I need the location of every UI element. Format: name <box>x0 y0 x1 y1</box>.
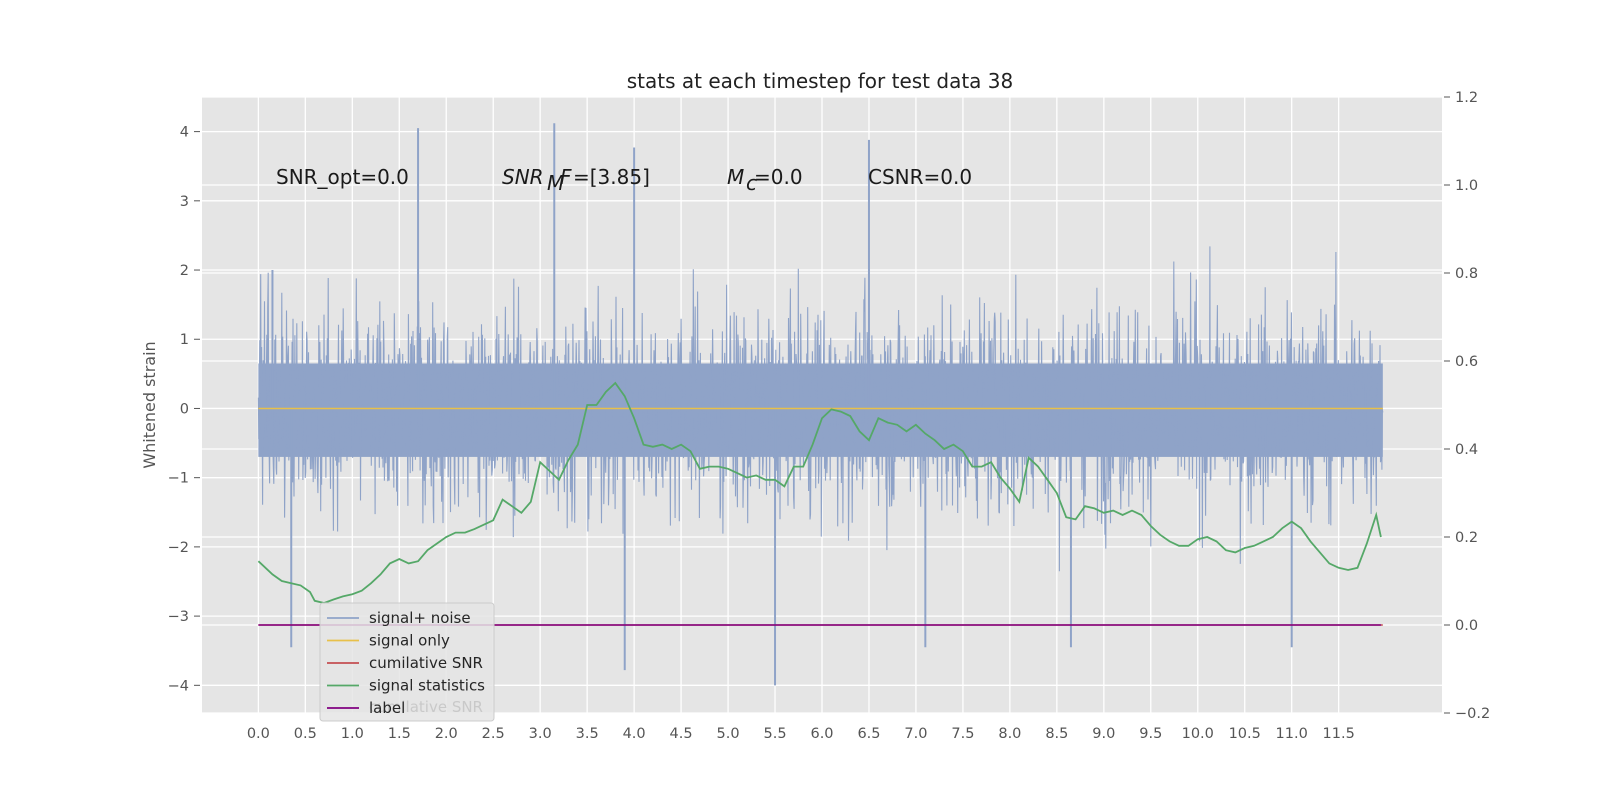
y-tick-label-left: 3 <box>180 194 189 210</box>
annotation-snr-opt: SNR_opt=0.0 <box>276 165 409 189</box>
x-tick-label: 9.5 <box>1139 726 1162 742</box>
x-tick-label: 10.5 <box>1229 726 1261 742</box>
x-tick-label: 8.0 <box>998 726 1021 742</box>
x-tick-label: 4.0 <box>623 726 646 742</box>
chart-title: stats at each timestep for test data 38 <box>627 69 1013 93</box>
svg-text:=0.0: =0.0 <box>754 165 803 189</box>
legend-label: label <box>369 699 405 717</box>
annotation-csnr: CSNR=0.0 <box>868 165 972 189</box>
y-axis-label: Whitened strain <box>140 341 159 468</box>
x-tick-label: 11.5 <box>1323 726 1355 742</box>
y-tick-label-left: 2 <box>180 263 189 279</box>
y-tick-label-right: 1.0 <box>1455 178 1478 194</box>
x-tick-label: 1.5 <box>388 726 411 742</box>
svg-text:F: F <box>560 165 572 189</box>
x-tick-label: 5.5 <box>763 726 786 742</box>
x-tick-label: 5.0 <box>717 726 740 742</box>
x-tick-label: 7.0 <box>904 726 927 742</box>
y-tick-label-left: −1 <box>168 471 189 487</box>
x-tick-label: 6.0 <box>810 726 833 742</box>
y-tick-label-right: 1.2 <box>1455 90 1478 106</box>
x-tick-label: 4.5 <box>670 726 693 742</box>
legend-label: signal only <box>369 632 450 650</box>
y-tick-label-right: 0.6 <box>1455 354 1478 370</box>
y-tick-label-left: 1 <box>180 332 189 348</box>
x-tick-label: 2.0 <box>435 726 458 742</box>
svg-text:M: M <box>547 171 564 195</box>
annotation-mc: M c =0.0 <box>727 165 803 195</box>
legend-label: signal statistics <box>369 677 485 695</box>
x-tick-label: 0.5 <box>294 726 317 742</box>
y-tick-label-left: −2 <box>168 540 189 556</box>
x-tick-label: 6.5 <box>857 726 880 742</box>
legend-label: cumilative SNR <box>369 654 483 672</box>
svg-text:=[3.85]: =[3.85] <box>573 165 650 189</box>
y-tick-label-left: 4 <box>180 125 189 141</box>
series-signal-statistics <box>257 381 1382 604</box>
y-tick-label-right: 0.8 <box>1455 266 1478 282</box>
legend-ghost-text: cumilative SNR <box>369 698 483 716</box>
x-tick-label: 0.0 <box>247 726 270 742</box>
x-tick-label: 11.0 <box>1276 726 1308 742</box>
y-tick-label-right: −0.2 <box>1455 706 1490 722</box>
x-tick-label: 3.0 <box>529 726 552 742</box>
series-signal-noise <box>257 123 1384 686</box>
y-tick-label-left: −4 <box>168 678 189 694</box>
y-tick-label-right: 0.4 <box>1455 442 1478 458</box>
y-tick-label-left: −3 <box>168 609 189 625</box>
svg-text:M: M <box>727 165 744 189</box>
y-tick-label-right: 0.2 <box>1455 530 1478 546</box>
x-tick-label: 1.0 <box>341 726 364 742</box>
svg-text:c: c <box>746 171 757 195</box>
legend-label: signal+ noise <box>369 609 471 627</box>
x-tick-label: 9.0 <box>1092 726 1115 742</box>
x-tick-label: 10.0 <box>1182 726 1214 742</box>
x-tick-label: 8.5 <box>1045 726 1068 742</box>
legend: signal+ noise signal only cumilative SNR si… <box>319 602 495 722</box>
annotation-snr-mf: SNR M F =[3.85] <box>502 165 650 195</box>
noise-line <box>257 246 1384 572</box>
y-tick-label-right: 0.0 <box>1455 618 1478 634</box>
x-tick-label: 7.5 <box>951 726 974 742</box>
x-tick-label: 2.5 <box>482 726 505 742</box>
axes: 0.0 0.5 1.0 1.5 2.0 2.5 3.0 3.5 4.0 4.5 5.0 5.5 6.0 6… <box>168 90 1491 742</box>
svg-text:SNR: SNR <box>502 165 544 189</box>
x-tick-label: 3.5 <box>576 726 599 742</box>
legend-box <box>319 602 495 722</box>
y-tick-label-left: 0 <box>180 401 189 417</box>
